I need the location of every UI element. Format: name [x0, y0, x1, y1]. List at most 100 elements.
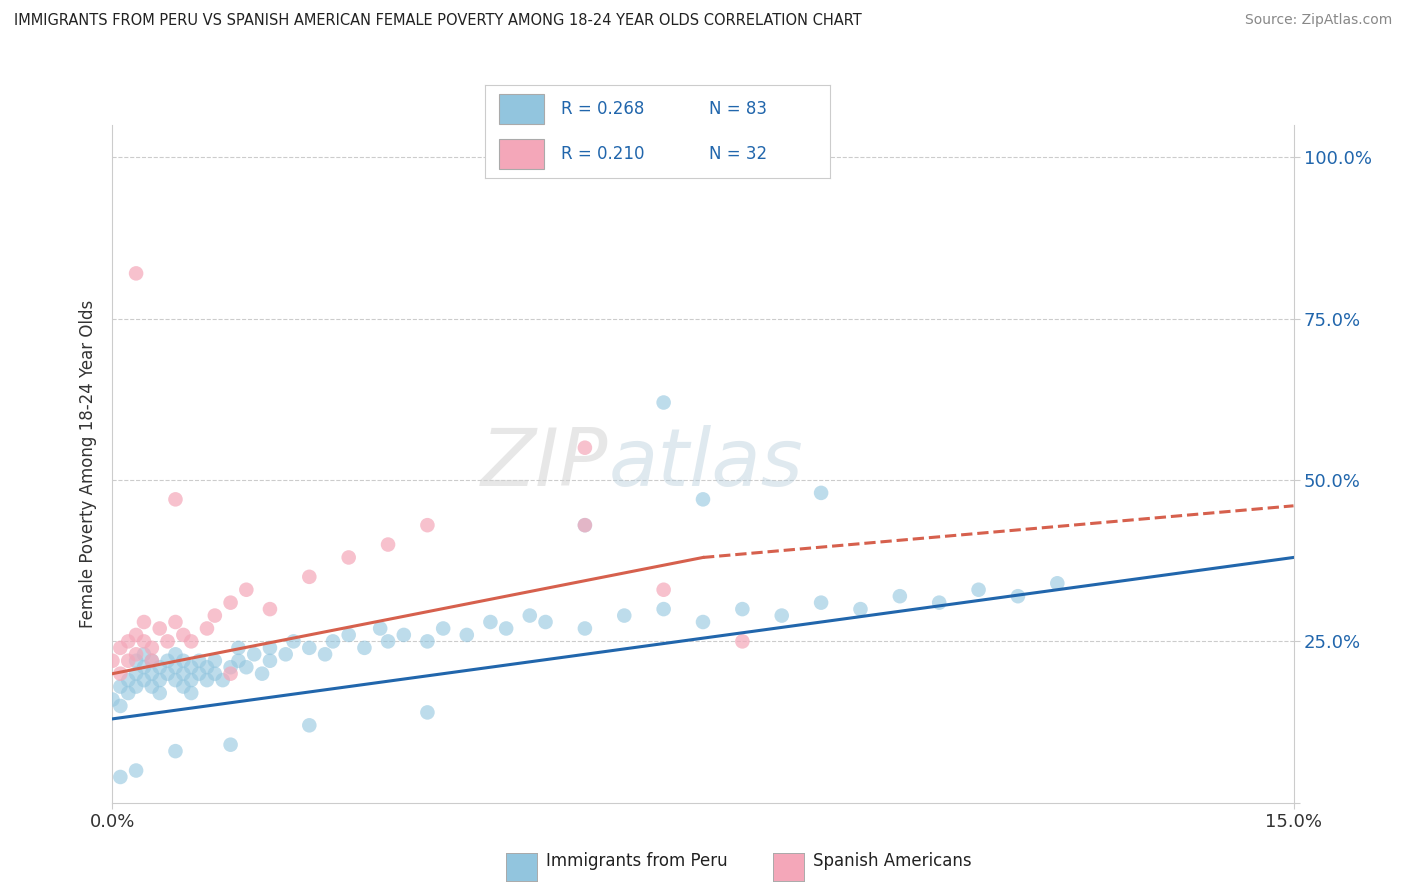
Point: [456, 628, 478, 642]
Point: [110, 680, 132, 694]
Point: [125, 654, 148, 668]
Point: [353, 640, 375, 655]
Point: [613, 608, 636, 623]
Point: [125, 266, 148, 280]
Text: IMMIGRANTS FROM PERU VS SPANISH AMERICAN FEMALE POVERTY AMONG 18-24 YEAR OLDS CO: IMMIGRANTS FROM PERU VS SPANISH AMERICAN…: [14, 13, 862, 29]
Point: [243, 648, 266, 662]
Point: [132, 615, 155, 629]
Point: [283, 634, 305, 648]
Point: [731, 602, 754, 616]
Point: [652, 395, 675, 409]
FancyBboxPatch shape: [499, 139, 544, 169]
Point: [195, 622, 218, 636]
Text: atlas: atlas: [609, 425, 803, 503]
Point: [125, 648, 148, 662]
Point: [574, 518, 596, 533]
Point: [125, 680, 148, 694]
Point: [368, 622, 391, 636]
Point: [416, 706, 439, 720]
Point: [132, 660, 155, 674]
Text: Source: ZipAtlas.com: Source: ZipAtlas.com: [1244, 13, 1392, 28]
Point: [117, 686, 139, 700]
Point: [165, 744, 187, 758]
Point: [195, 673, 218, 687]
Text: Spanish Americans: Spanish Americans: [813, 852, 972, 870]
Point: [259, 654, 281, 668]
Point: [849, 602, 872, 616]
Point: [180, 660, 202, 674]
Point: [204, 608, 226, 623]
Point: [141, 654, 163, 668]
Point: [652, 582, 675, 597]
Point: [250, 666, 273, 681]
Point: [298, 640, 321, 655]
Point: [149, 686, 172, 700]
Point: [928, 596, 950, 610]
Point: [125, 666, 148, 681]
Point: [1046, 576, 1069, 591]
Point: [172, 680, 194, 694]
Point: [298, 718, 321, 732]
Point: [156, 654, 179, 668]
Point: [259, 602, 281, 616]
Point: [337, 628, 360, 642]
Point: [298, 570, 321, 584]
Point: [132, 634, 155, 648]
Point: [731, 634, 754, 648]
Point: [125, 764, 148, 778]
Point: [101, 654, 124, 668]
Point: [534, 615, 557, 629]
Point: [165, 492, 187, 507]
Point: [692, 492, 714, 507]
Point: [377, 537, 399, 551]
Point: [141, 666, 163, 681]
Point: [204, 666, 226, 681]
Point: [219, 738, 242, 752]
Point: [180, 634, 202, 648]
Point: [165, 648, 187, 662]
Point: [149, 660, 172, 674]
Point: [889, 589, 911, 603]
Text: N = 32: N = 32: [709, 145, 768, 163]
Point: [195, 660, 218, 674]
Point: [219, 660, 242, 674]
Point: [110, 666, 132, 681]
Point: [967, 582, 990, 597]
Point: [188, 666, 211, 681]
Point: [274, 648, 297, 662]
Point: [322, 634, 344, 648]
Point: [204, 654, 226, 668]
Point: [259, 640, 281, 655]
Point: [156, 634, 179, 648]
Point: [432, 622, 454, 636]
Point: [235, 660, 257, 674]
Point: [211, 673, 233, 687]
Point: [132, 648, 155, 662]
Point: [132, 673, 155, 687]
Point: [110, 640, 132, 655]
Point: [165, 673, 187, 687]
Point: [770, 608, 793, 623]
FancyBboxPatch shape: [499, 95, 544, 124]
Point: [519, 608, 541, 623]
Point: [172, 666, 194, 681]
Point: [110, 770, 132, 784]
Point: [125, 628, 148, 642]
Point: [165, 615, 187, 629]
Text: Immigrants from Peru: Immigrants from Peru: [546, 852, 727, 870]
Point: [235, 582, 257, 597]
Point: [156, 666, 179, 681]
Point: [1007, 589, 1029, 603]
Point: [416, 518, 439, 533]
Point: [165, 660, 187, 674]
Point: [377, 634, 399, 648]
Point: [228, 640, 250, 655]
Y-axis label: Female Poverty Among 18-24 Year Olds: Female Poverty Among 18-24 Year Olds: [79, 300, 97, 628]
Point: [337, 550, 360, 565]
Text: R = 0.210: R = 0.210: [561, 145, 644, 163]
Point: [141, 680, 163, 694]
Point: [479, 615, 502, 629]
Point: [574, 518, 596, 533]
Point: [810, 486, 832, 500]
Point: [652, 602, 675, 616]
